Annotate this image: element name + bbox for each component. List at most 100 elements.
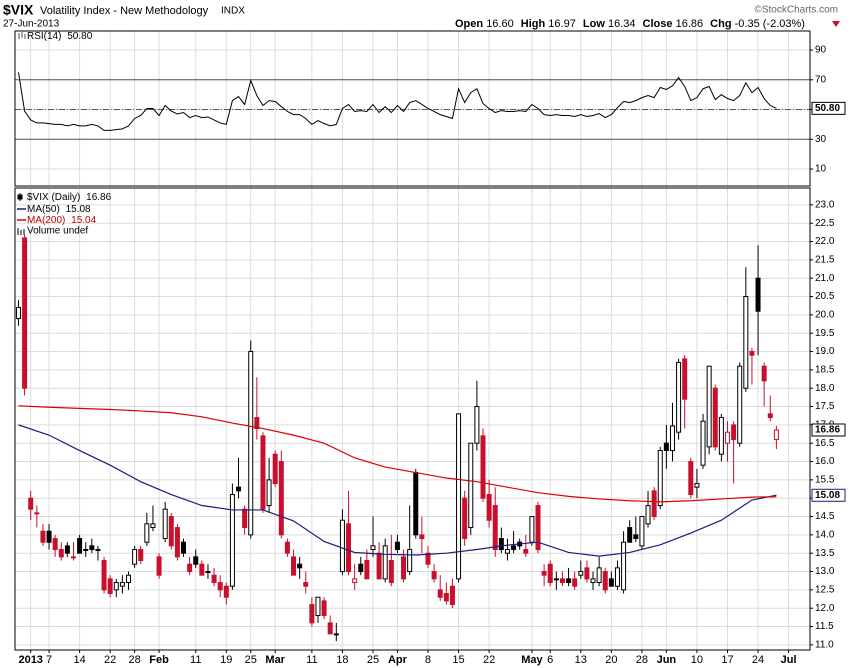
rsi-last: 50.80 — [67, 31, 92, 42]
x-tick-label: 11 — [190, 654, 201, 666]
y-tick-label: 11.5 — [815, 621, 834, 632]
candle-body — [663, 442, 669, 452]
candle-body — [223, 585, 229, 598]
candle-body — [651, 490, 657, 518]
candle-body — [132, 549, 138, 565]
x-tick-label: 20 — [605, 654, 617, 666]
series-name: $VIX (Daily) — [27, 192, 80, 203]
candle-body — [346, 523, 352, 573]
volume-icon — [17, 228, 25, 235]
candle-body — [596, 567, 602, 584]
x-tick-label: 22 — [104, 654, 116, 666]
candle-body — [529, 516, 535, 543]
candle-body — [645, 505, 651, 525]
quote-label: High — [521, 18, 546, 30]
x-tick-label: 11 — [306, 654, 317, 666]
candle-body — [156, 556, 162, 576]
candle-body — [743, 296, 749, 389]
x-tick-label: 25 — [245, 654, 257, 666]
candle-body — [553, 578, 559, 581]
candle-body — [767, 413, 773, 419]
candle-body — [150, 523, 156, 529]
candle-body — [590, 578, 596, 584]
candle-body — [321, 600, 327, 617]
line — [18, 424, 777, 557]
candle-body — [138, 549, 144, 562]
candle-body — [559, 578, 565, 584]
candle-body — [352, 578, 358, 584]
quote-label: Chg — [710, 18, 731, 30]
candle-body — [22, 237, 28, 389]
x-tick-label: 25 — [367, 654, 379, 666]
y-tick-label: 22.0 — [815, 236, 835, 247]
quote-value: -0.35 (-2.03%) — [735, 18, 805, 30]
candle-body — [327, 622, 333, 635]
candle-body — [602, 571, 608, 591]
x-tick-label: 18 — [336, 654, 348, 666]
candle-body — [364, 560, 370, 580]
instrument-name: Volatility Index - New Methodology — [40, 5, 209, 17]
y-tick-label: 16.0 — [815, 456, 835, 467]
x-tick-label: 2013 — [18, 654, 42, 666]
candle-body — [608, 578, 614, 587]
x-tick-label: 10 — [691, 654, 703, 666]
candle-body — [511, 545, 517, 551]
candle-body — [339, 519, 345, 573]
x-tick-label: Apr — [388, 654, 408, 666]
candle-body — [419, 534, 425, 540]
y-tick-label: 18.0 — [815, 383, 835, 394]
y-tick-label: 13.5 — [815, 548, 835, 559]
candle-body — [83, 549, 89, 552]
series-last-box — [811, 488, 846, 502]
candle-body — [749, 351, 755, 356]
candle-body — [773, 429, 779, 441]
candle-body — [358, 563, 364, 573]
x-tick-label: 17 — [721, 654, 733, 666]
exchange: INDX — [221, 6, 245, 17]
candle-body — [376, 552, 382, 580]
candle-body — [70, 556, 76, 559]
series-last-label: 16.86 — [815, 425, 840, 436]
candle-body — [370, 545, 376, 551]
x-tick-label: Mar — [265, 654, 285, 666]
quote-label: Low — [583, 18, 605, 30]
plot-area: 907050301023.022.522.021.521.020.520.019… — [14, 30, 846, 666]
candle-body — [621, 541, 627, 591]
candle-body — [95, 549, 101, 552]
date: 27-Jun-2013 — [3, 19, 60, 30]
candle-body — [28, 497, 34, 510]
rsi-last-box — [811, 101, 846, 115]
x-tick-label: 13 — [575, 654, 587, 666]
candle-body — [712, 387, 718, 448]
x-tick-label: May — [521, 654, 543, 666]
candle-body — [229, 494, 235, 587]
candle-body — [260, 435, 266, 510]
candle-body — [101, 560, 107, 591]
line — [17, 72, 777, 131]
candle-body — [284, 541, 290, 554]
x-tick-label: 19 — [220, 654, 232, 666]
quote-label: Close — [643, 18, 673, 30]
candle-body — [174, 527, 180, 558]
candle-body — [162, 508, 168, 540]
candle-body — [89, 545, 95, 551]
y-tick-label: 21.0 — [815, 273, 835, 284]
x-tick-label: 22 — [483, 654, 495, 666]
x-tick-label: 15 — [452, 654, 464, 666]
panel-frame — [14, 187, 811, 651]
candle-body — [394, 541, 400, 551]
y-tick-label: 90 — [815, 45, 827, 56]
candle-body — [15, 307, 21, 320]
candle-body — [474, 406, 480, 444]
candle-body — [633, 534, 639, 540]
x-tick-label: 7 — [46, 654, 52, 666]
y-tick-label: 23.0 — [815, 200, 835, 211]
y-tick-label: 22.5 — [815, 218, 835, 229]
candle-body — [504, 549, 510, 554]
quote-label: Open — [455, 18, 483, 30]
candle-body — [407, 549, 413, 573]
x-tick-label: 6 — [547, 654, 553, 666]
y-tick-label: 14.0 — [815, 530, 835, 541]
y-tick-label: 17.5 — [815, 401, 835, 412]
